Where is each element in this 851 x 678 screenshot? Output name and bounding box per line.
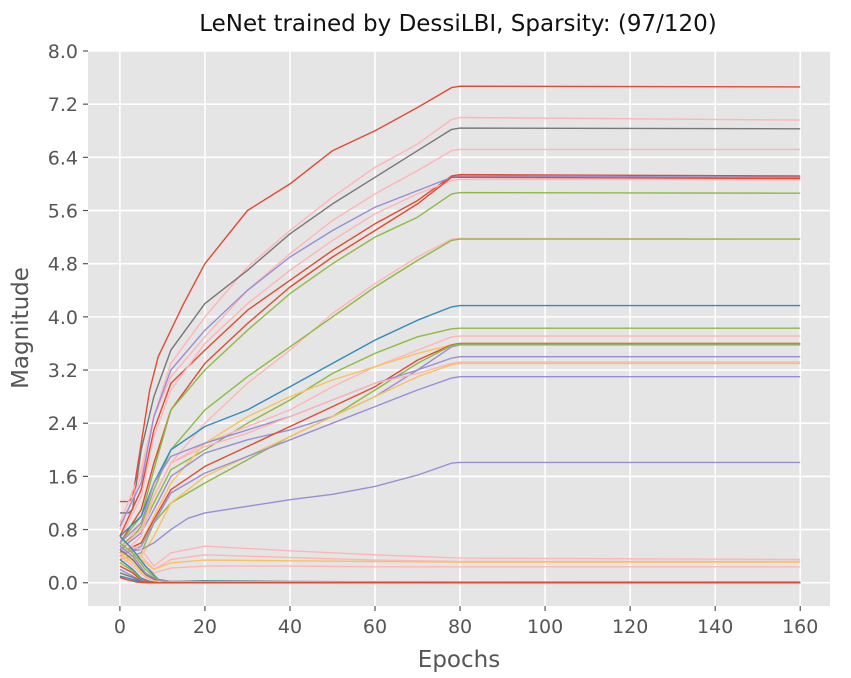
series-line-20 — [119, 361, 801, 557]
y-tick-label: 2.4 — [48, 413, 78, 435]
y-tick-label: 0.0 — [48, 573, 78, 595]
y-tick-label: 6.4 — [48, 147, 78, 169]
series-line-8 — [119, 176, 801, 544]
y-tick-labels: 0.0 0.8 1.6 2.4 3.2 4.0 4.8 5.6 6.4 7.2 8.0 — [48, 41, 88, 595]
series-line-24 — [119, 542, 801, 567]
x-tick-label: 140 — [697, 616, 733, 638]
series-line-5 — [119, 173, 801, 537]
series-line-21 — [119, 362, 801, 564]
y-tick-label: 4.8 — [48, 254, 78, 276]
series-line-13 — [119, 327, 801, 547]
x-tick-labels: 0 20 40 60 80 100 120 140 160 — [114, 606, 818, 638]
y-axis-label: Magnitude — [8, 267, 34, 389]
series-line-25 — [119, 548, 801, 571]
series-line-11 — [119, 238, 801, 554]
y-tick-label: 7.2 — [48, 94, 78, 116]
x-tick-label: 80 — [448, 616, 472, 638]
x-tick-label: 40 — [278, 616, 302, 638]
series-line-40 — [119, 576, 801, 584]
y-tick-label: 4.0 — [48, 307, 78, 329]
x-tick-label: 60 — [363, 616, 387, 638]
y-tick-label: 1.6 — [48, 466, 78, 488]
x-tick-label: 20 — [193, 616, 217, 638]
series-line-16 — [119, 344, 801, 551]
series-lines — [119, 85, 801, 584]
chart-title: LeNet trained by DessiLBI, Sparsity: (97… — [199, 11, 717, 37]
y-tick-label: 0.8 — [48, 520, 78, 542]
series-line-7 — [119, 178, 801, 540]
x-tick-label: 120 — [612, 616, 648, 638]
x-tick-label: 160 — [782, 616, 818, 638]
y-tick-label: 3.2 — [48, 360, 78, 382]
y-tick-label: 8.0 — [48, 41, 78, 63]
series-line-1 — [119, 85, 801, 503]
x-tick-label: 100 — [527, 616, 563, 638]
y-tick-label: 5.6 — [48, 201, 78, 223]
series-line-9 — [119, 191, 801, 544]
series-line-23 — [119, 376, 801, 557]
x-axis-label: Epochs — [418, 647, 500, 673]
x-tick-label: 0 — [114, 616, 126, 638]
series-line-22 — [119, 461, 801, 554]
series-line-26 — [119, 552, 801, 571]
